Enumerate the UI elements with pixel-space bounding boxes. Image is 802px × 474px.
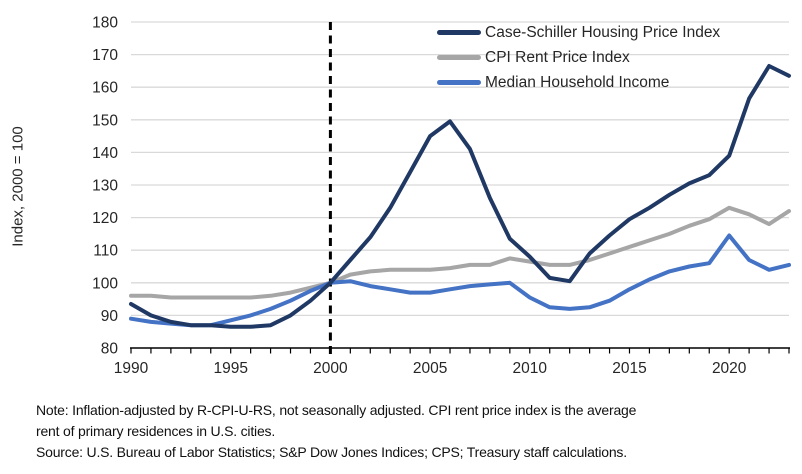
line-chart: 80 90 100 110 120 130 140 150 160 170 180 1990 1995 2…: [92, 15, 791, 377]
series-line-1: [129, 64, 791, 329]
x-tick-label: 1995: [213, 360, 247, 377]
y-tick-label: 150: [92, 112, 118, 129]
legend-item: Case-Schiller Housing Price Index: [437, 20, 720, 45]
source-text: Source: U.S. Bureau of Labor Statistics;…: [36, 444, 627, 460]
legend-item: Median Household Income: [437, 70, 720, 95]
legend-label: Median Household Income: [485, 73, 670, 91]
y-tick-label: 120: [92, 210, 118, 227]
gridlines: [131, 21, 789, 317]
y-tick-label: 170: [92, 47, 118, 64]
y-tick-label: 160: [92, 80, 118, 97]
x-tick-label: 2005: [413, 360, 447, 377]
x-tick-label: 2015: [612, 360, 646, 377]
legend-swatch: [437, 30, 481, 35]
x-tick-label: 2020: [712, 360, 747, 377]
y-tick-label: 80: [101, 341, 119, 358]
chart-notes: Note: Inflation-adjusted by R-CPI-U-RS, …: [36, 400, 796, 463]
chart-legend: Case-Schiller Housing Price Index CPI Ren…: [437, 20, 720, 95]
legend-label: CPI Rent Price Index: [485, 48, 630, 66]
y-tick-label: 180: [92, 15, 118, 32]
y-tick-label: 110: [93, 243, 118, 260]
y-tick-label: 90: [101, 308, 119, 325]
legend-label: Case-Schiller Housing Price Index: [485, 23, 721, 41]
x-tick-label: 2000: [313, 360, 348, 377]
x-tick-label: 2010: [513, 360, 548, 377]
series-line-2: [129, 205, 791, 300]
y-tick-label: 140: [92, 145, 118, 162]
legend-swatch: [437, 80, 481, 85]
legend-swatch: [437, 55, 481, 60]
note-text-line1: Note: Inflation-adjusted by R-CPI-U-RS, …: [36, 402, 637, 418]
x-tick-label: 1990: [114, 360, 149, 377]
chart-svg: 80 90 100 110 120 130 140 150 160 170 180 1990 1995 2…: [92, 15, 791, 377]
y-axis-title: Index, 2000 = 100: [9, 126, 27, 247]
y-tick-label: 100: [92, 275, 118, 292]
x-axis-labels: 1990 1995 2000 2005 2010 2015 2020: [114, 360, 747, 377]
series-line-3: [129, 233, 791, 328]
note-text-line2: rent of primary residences in U.S. citie…: [36, 423, 276, 439]
x-axis-ticks: [130, 348, 790, 354]
legend-item: CPI Rent Price Index: [437, 45, 720, 70]
y-tick-label: 130: [92, 178, 118, 195]
y-axis-labels: 80 90 100 110 120 130 140 150 160 170 180: [92, 15, 118, 358]
